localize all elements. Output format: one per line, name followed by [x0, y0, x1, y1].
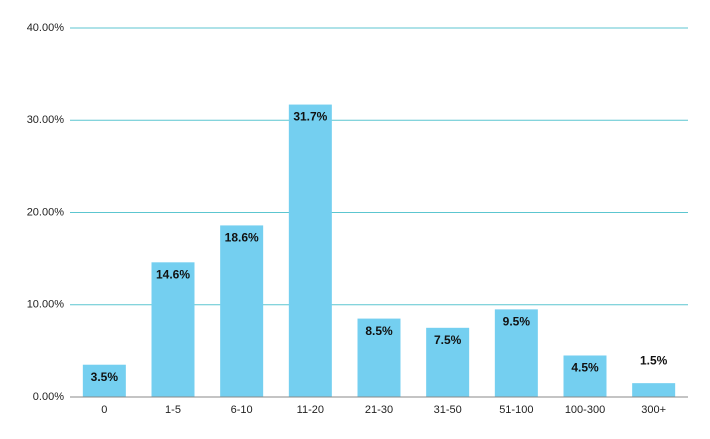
- value-label: 31.7%: [293, 110, 327, 124]
- value-label: 18.6%: [225, 231, 259, 245]
- x-tick-label: 6-10: [231, 404, 253, 416]
- y-tick-label: 40.00%: [27, 22, 65, 34]
- x-tick-label: 31-50: [434, 404, 462, 416]
- bar: [357, 318, 401, 397]
- y-tick-label: 0.00%: [33, 391, 64, 403]
- bar: [151, 262, 195, 397]
- bar: [288, 104, 332, 397]
- value-label: 4.5%: [571, 361, 599, 375]
- bar: [82, 364, 126, 397]
- value-label: 9.5%: [503, 315, 531, 329]
- x-tick-label: 21-30: [365, 404, 393, 416]
- bar: [494, 309, 538, 397]
- value-label: 8.5%: [365, 324, 393, 338]
- value-label: 14.6%: [156, 267, 190, 281]
- x-tick-label: 0: [101, 404, 107, 416]
- x-tick-label: 1-5: [165, 404, 181, 416]
- y-tick-label: 20.00%: [27, 206, 65, 218]
- bar: [632, 383, 676, 397]
- x-tick-label: 100-300: [565, 404, 605, 416]
- bar: [563, 355, 607, 397]
- value-label: 1.5%: [640, 353, 668, 367]
- y-tick-label: 10.00%: [27, 299, 65, 311]
- value-label: 3.5%: [91, 370, 119, 384]
- x-tick-label: 11-20: [297, 404, 324, 416]
- bar: [220, 225, 264, 397]
- y-tick-label: 30.00%: [27, 114, 65, 126]
- bar: [426, 327, 470, 397]
- x-tick-label: 300+: [641, 404, 666, 416]
- x-tick-label: 51-100: [499, 404, 533, 416]
- value-label: 7.5%: [434, 333, 462, 347]
